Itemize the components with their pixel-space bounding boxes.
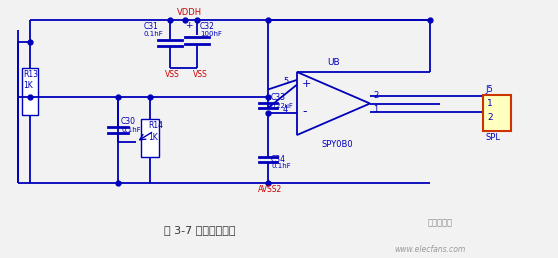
Text: VSS: VSS: [193, 70, 208, 79]
Text: 0.22uF: 0.22uF: [271, 103, 294, 109]
Text: C33: C33: [271, 93, 286, 102]
Text: 4: 4: [283, 106, 288, 115]
Text: VSS: VSS: [165, 70, 180, 79]
Text: SPY0B0: SPY0B0: [322, 140, 354, 149]
Text: C34: C34: [271, 155, 286, 164]
Text: 0.1hF: 0.1hF: [271, 163, 291, 169]
Text: 0.1hF: 0.1hF: [121, 127, 141, 133]
Text: R14: R14: [148, 121, 163, 130]
Text: 1: 1: [487, 99, 493, 108]
Text: C31: C31: [144, 22, 159, 31]
Text: 2: 2: [487, 113, 493, 122]
Bar: [141, 119, 159, 157]
Bar: [22, 68, 38, 115]
Text: C30: C30: [121, 117, 136, 126]
Text: +: +: [185, 21, 193, 30]
Bar: [483, 95, 511, 131]
Text: 0.1hF: 0.1hF: [144, 31, 163, 37]
Text: C32: C32: [200, 22, 215, 31]
Text: 电子发烧友: 电子发烧友: [427, 218, 453, 227]
Text: 1K: 1K: [148, 133, 158, 142]
Text: 1K: 1K: [23, 81, 33, 90]
Text: UB: UB: [327, 58, 340, 67]
Text: 2: 2: [373, 92, 378, 101]
Text: 图 3-7 音频输出电路: 图 3-7 音频输出电路: [164, 225, 235, 235]
Text: 1: 1: [373, 106, 378, 115]
Text: AVSS2: AVSS2: [258, 185, 282, 194]
Text: 5: 5: [283, 77, 288, 86]
Text: SPL: SPL: [485, 133, 500, 142]
Text: 100hF: 100hF: [200, 31, 222, 37]
Text: www.elecfans.com: www.elecfans.com: [395, 245, 465, 254]
Text: VDDH: VDDH: [177, 8, 202, 17]
Text: R13: R13: [23, 70, 38, 79]
Text: -: -: [302, 106, 306, 118]
Text: +: +: [302, 79, 311, 89]
Text: J5: J5: [485, 85, 493, 94]
